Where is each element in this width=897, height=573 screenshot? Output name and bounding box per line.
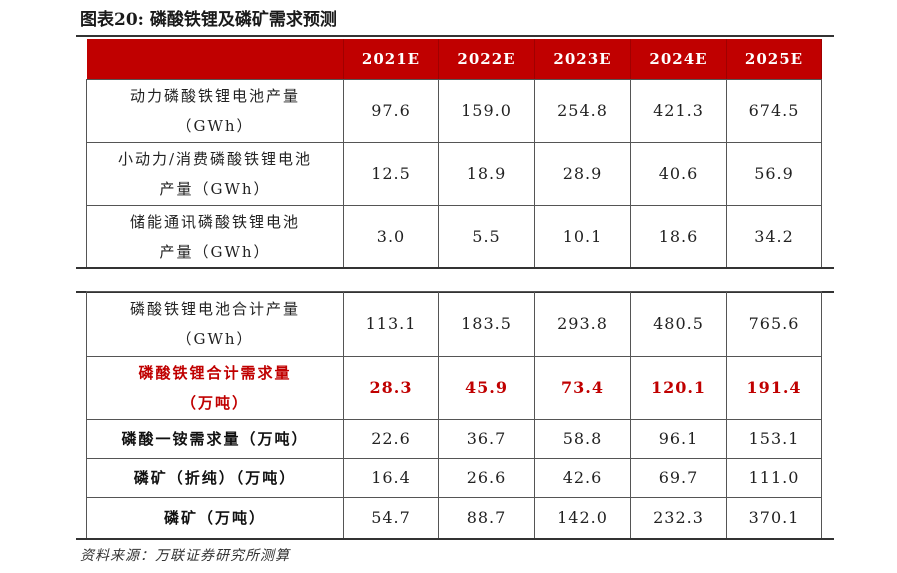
value-cell: 254.8 [534,78,631,143]
table-rule [76,267,834,269]
col-header: 2023E [534,39,631,80]
value-cell: 113.1 [343,291,439,357]
figure-title: 图表20: 磷酸铁锂及磷矿需求预测 [80,10,337,30]
value-cell: 765.6 [726,291,822,357]
row-label: 磷酸铁锂合计需求量 （万吨） [86,356,344,420]
demand-table: 磷酸铁锂电池合计产量 （GWh） 113.1 183.5 293.8 480.5 … [86,291,822,539]
value-cell: 16.4 [343,458,439,498]
header-blank-cell [86,39,344,80]
col-header: 2021E [343,39,439,80]
value-cell: 370.1 [726,497,822,539]
value-cell: 28.3 [343,356,439,420]
value-cell: 26.6 [438,458,535,498]
value-cell: 36.7 [438,419,535,459]
value-cell: 191.4 [726,356,822,420]
value-cell: 45.9 [438,356,535,420]
value-cell: 96.1 [630,419,727,459]
value-cell: 40.6 [630,141,727,206]
row-label: 磷酸铁锂电池合计产量 （GWh） [86,291,344,357]
value-cell: 18.6 [630,204,727,269]
value-cell: 421.3 [630,78,727,143]
value-cell: 54.7 [343,497,439,539]
row-label: 动力磷酸铁锂电池产量 （GWh） [86,78,344,143]
value-cell: 22.6 [343,419,439,459]
value-cell: 18.9 [438,141,535,206]
value-cell: 183.5 [438,291,535,357]
table-rule [76,538,834,540]
table-row: 磷矿（折纯）（万吨） 16.4 26.6 42.6 69.7 111.0 [86,458,822,498]
row-label: 磷矿（万吨） [86,497,344,539]
row-label: 磷矿（折纯）（万吨） [86,458,344,498]
value-cell: 159.0 [438,78,535,143]
value-cell: 10.1 [534,204,631,269]
row-label: 磷酸一铵需求量（万吨） [86,419,344,459]
table-row: 动力磷酸铁锂电池产量 （GWh） 97.6 159.0 254.8 421.3 6… [86,78,822,143]
value-cell: 293.8 [534,291,631,357]
col-header: 2024E [630,39,727,80]
value-cell: 5.5 [438,204,535,269]
value-cell: 3.0 [343,204,439,269]
value-cell: 34.2 [726,204,822,269]
value-cell: 97.6 [343,78,439,143]
table-row: 磷酸一铵需求量（万吨） 22.6 36.7 58.8 96.1 153.1 [86,419,822,459]
value-cell: 142.0 [534,497,631,539]
value-cell: 42.6 [534,458,631,498]
value-cell: 69.7 [630,458,727,498]
value-cell: 73.4 [534,356,631,420]
value-cell: 120.1 [630,356,727,420]
row-label: 储能通讯磷酸铁锂电池 产量（GWh） [86,204,344,269]
table-row: 小动力/消费磷酸铁锂电池 产量（GWh） 12.5 18.9 28.9 40.6 … [86,141,822,206]
table-row: 磷酸铁锂电池合计产量 （GWh） 113.1 183.5 293.8 480.5 … [86,291,822,357]
title-rule [76,35,834,37]
production-table: 2021E 2022E 2023E 2024E 2025E 动力磷酸铁锂电池产量… [86,39,822,269]
highlight-row: 磷酸铁锂合计需求量 （万吨） 28.3 45.9 73.4 120.1 191.4 [86,356,822,420]
value-cell: 674.5 [726,78,822,143]
table-row: 磷矿（万吨） 54.7 88.7 142.0 232.3 370.1 [86,497,822,539]
row-label: 小动力/消费磷酸铁锂电池 产量（GWh） [86,141,344,206]
value-cell: 88.7 [438,497,535,539]
col-header: 2022E [438,39,535,80]
value-cell: 12.5 [343,141,439,206]
col-header: 2025E [726,39,822,80]
table-row: 储能通讯磷酸铁锂电池 产量（GWh） 3.0 5.5 10.1 18.6 34.2 [86,204,822,269]
value-cell: 28.9 [534,141,631,206]
source-note: 资料来源：万联证券研究所测算 [80,548,290,564]
value-cell: 232.3 [630,497,727,539]
value-cell: 56.9 [726,141,822,206]
header-row: 2021E 2022E 2023E 2024E 2025E [86,39,822,80]
value-cell: 480.5 [630,291,727,357]
value-cell: 111.0 [726,458,822,498]
value-cell: 58.8 [534,419,631,459]
value-cell: 153.1 [726,419,822,459]
